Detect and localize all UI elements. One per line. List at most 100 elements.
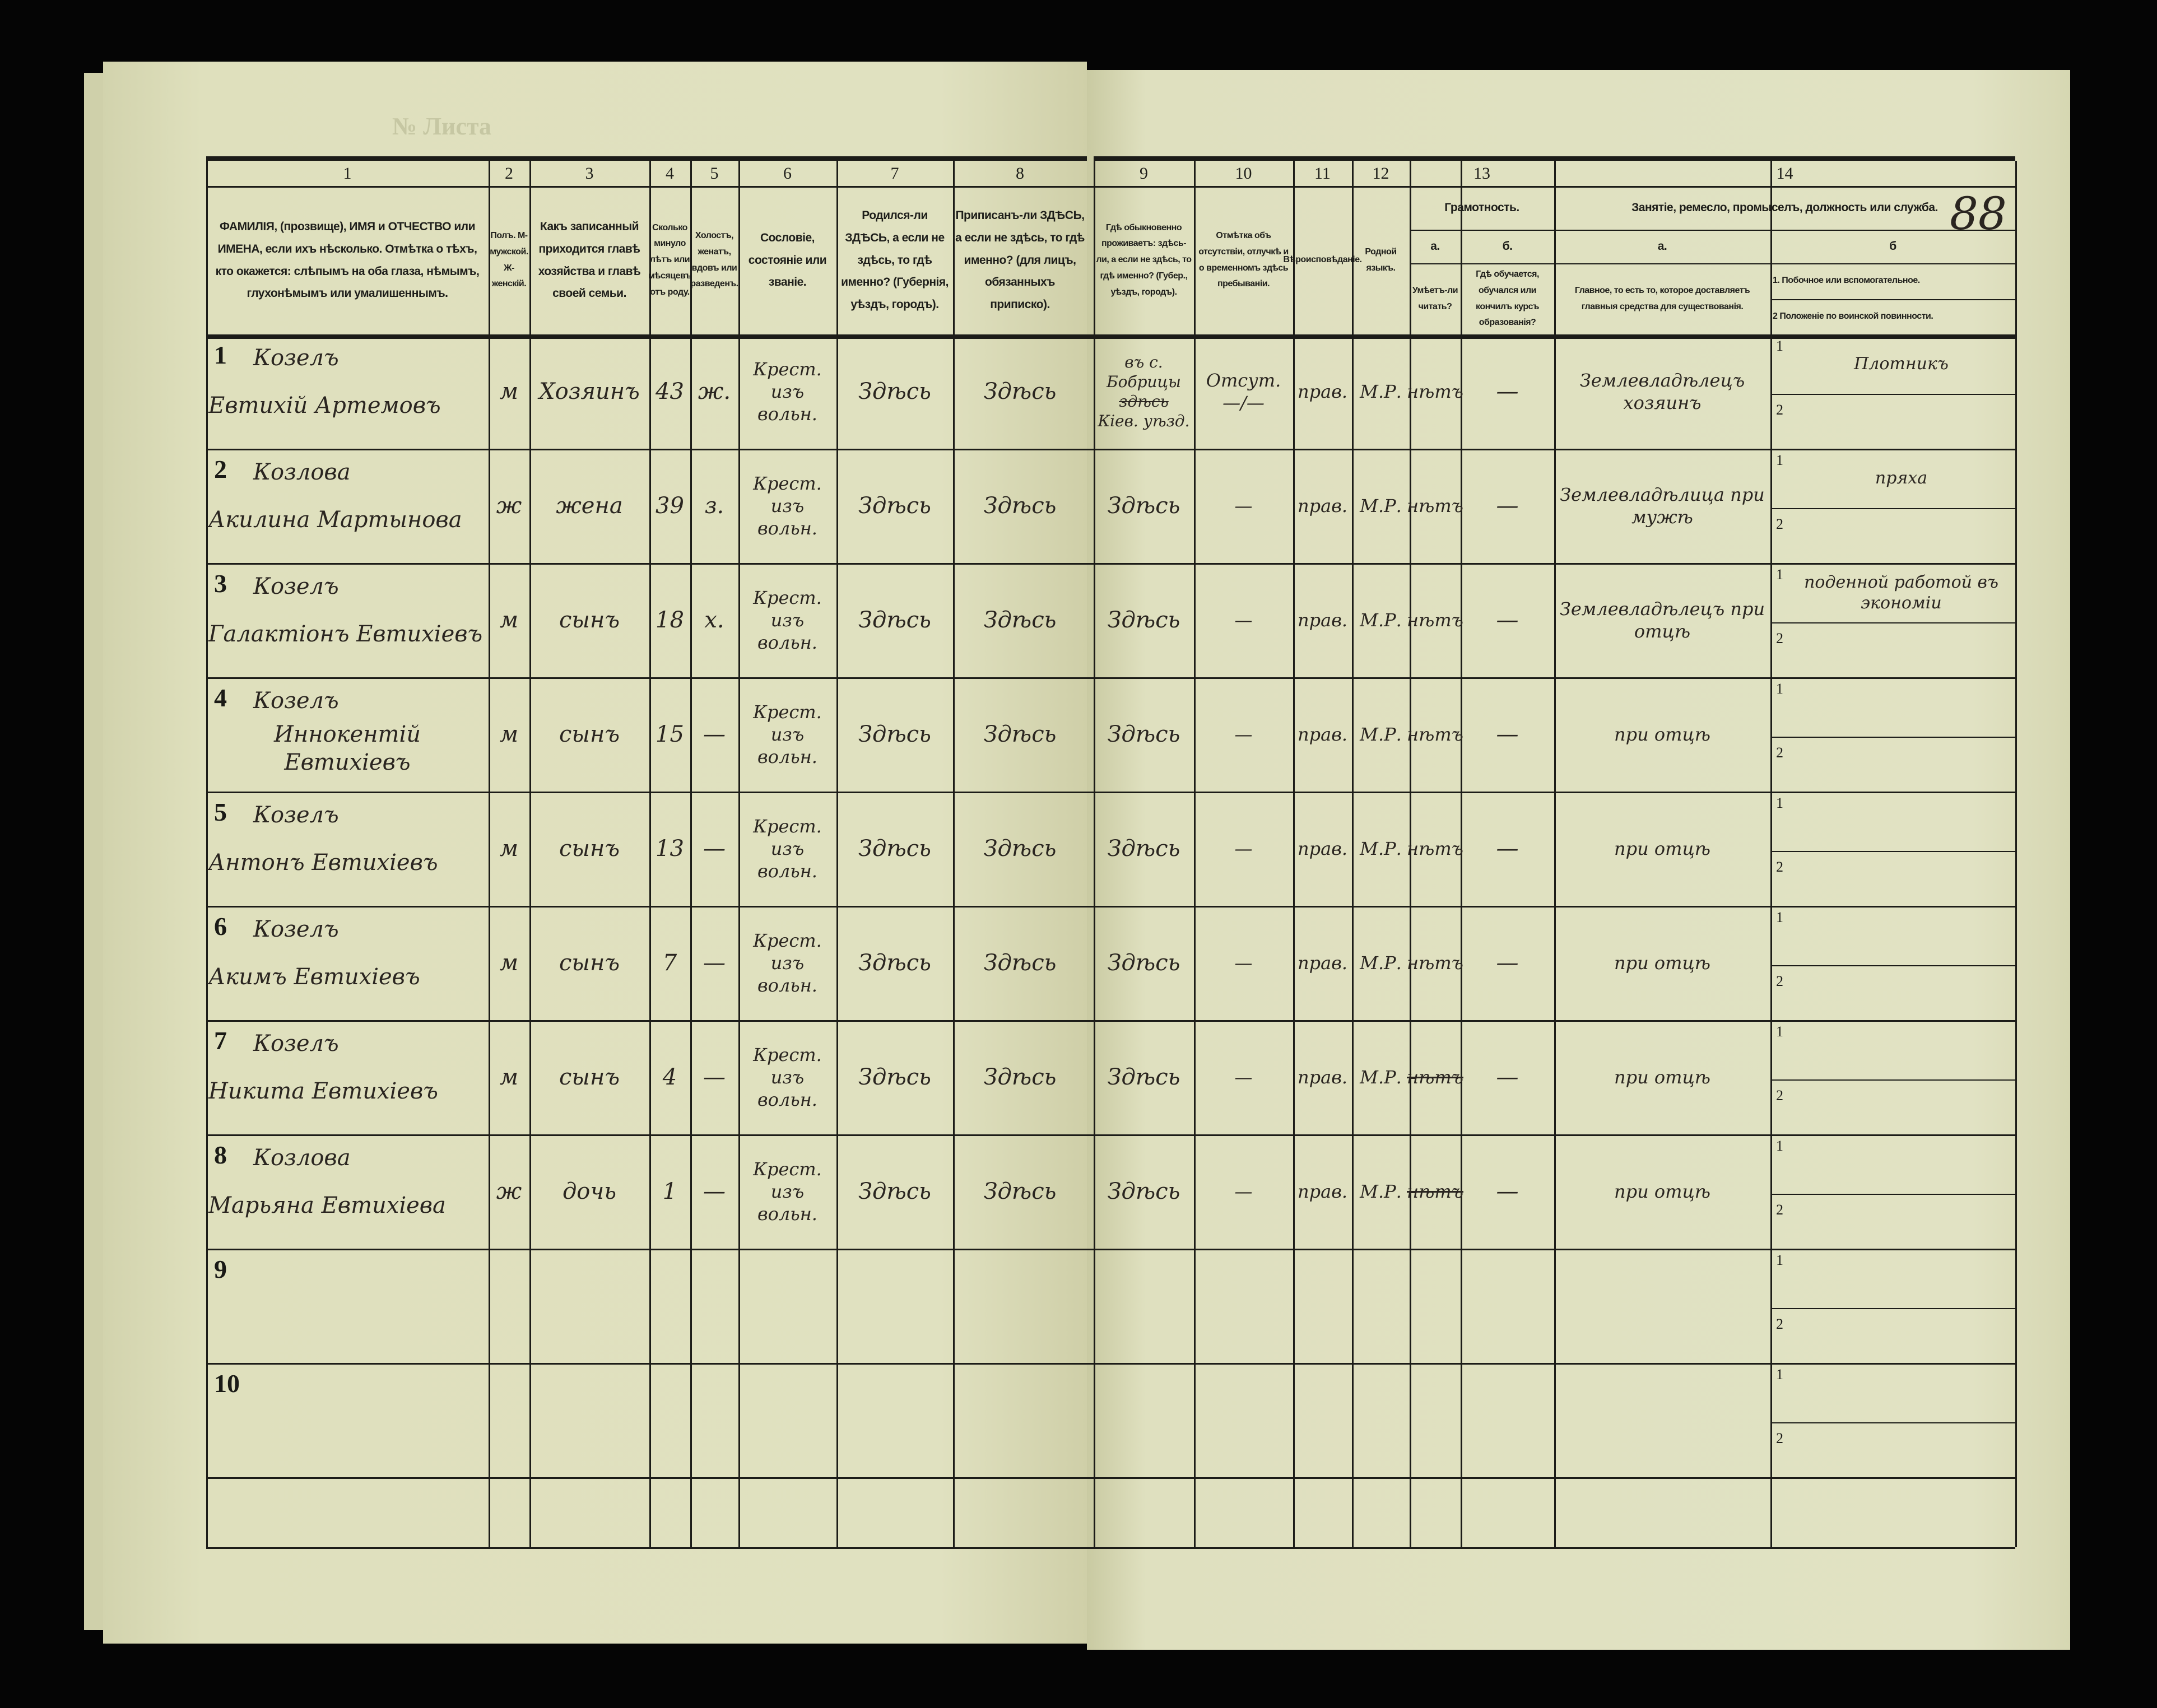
header-13b-letter: б.	[1502, 240, 1513, 253]
header-13a-letter: а.	[1430, 240, 1440, 253]
header-13a: Умѣетъ-ли читать?	[1412, 285, 1458, 311]
field-registered: Здѣсь	[983, 607, 1057, 633]
field-occ-main: при отцѣ	[1614, 1067, 1711, 1088]
field-absence: —	[1234, 838, 1253, 859]
field-language: М.Р.	[1360, 952, 1402, 974]
column-number: 12	[1372, 164, 1389, 183]
field-lit-school: —	[1496, 607, 1519, 633]
given-name: Акилина Мартынова	[208, 507, 462, 533]
sub-label-1: 1	[1776, 566, 1783, 583]
header-13b: Гдѣ обучается, обучался или кончилъ курс…	[1476, 269, 1539, 328]
row-rule	[206, 449, 2015, 450]
field-occ-main: при отцѣ	[1614, 724, 1711, 745]
field-religion: прав.	[1298, 838, 1347, 859]
field-registered: Здѣсь	[983, 722, 1057, 747]
given-name: Антонъ Евтихіевъ	[208, 850, 438, 876]
sub-rule	[1770, 965, 2015, 967]
field-sex: м	[499, 950, 519, 976]
column-number: 14	[1776, 164, 1793, 183]
page-number: 88	[1950, 188, 2007, 240]
sub-rule	[1770, 1079, 2015, 1081]
field-born: Здѣсь	[858, 836, 931, 862]
field-language: М.Р.	[1360, 495, 1402, 516]
field-relation: Хозяинъ	[539, 379, 640, 404]
field-residence: Здѣсь	[1107, 493, 1180, 519]
header-14a: Главное, то есть то, которое доставляетъ…	[1574, 285, 1750, 311]
row-number: 9	[214, 1255, 227, 1283]
sub-label-1: 1	[1776, 338, 1783, 354]
sub-rule	[1770, 1308, 2015, 1310]
field-occ-main: при отцѣ	[1614, 1181, 1711, 1202]
row-rule	[206, 1477, 2015, 1479]
field-born: Здѣсь	[858, 1064, 931, 1090]
column-number: 11	[1314, 164, 1331, 183]
field-marital: х.	[704, 607, 724, 633]
column-number: 4	[666, 164, 674, 183]
right-page	[1087, 70, 2070, 1650]
header-14b-1: 1. Побочное или вспомогательное.	[1773, 276, 1920, 286]
field-born: Здѣсь	[858, 379, 931, 404]
column-rule	[836, 161, 838, 1547]
row-rule	[206, 677, 2015, 679]
field-language: М.Р.	[1360, 1181, 1402, 1202]
given-name: Никита Евтихіевъ	[208, 1078, 438, 1104]
field-language: М.Р.	[1360, 838, 1402, 859]
field-lit-read: нѣтъ	[1407, 609, 1463, 631]
given-name: Галактіонъ Евтихіевъ	[208, 621, 483, 647]
field-estate: Крест. изъ вольн.	[753, 816, 822, 882]
field-relation: сынъ	[559, 950, 620, 976]
surname: Козлова	[253, 459, 351, 485]
column-rule	[1461, 230, 1462, 1547]
row-number: 5	[214, 798, 227, 826]
field-occ-main: при отцѣ	[1614, 838, 1711, 859]
sub-label-2: 2	[1776, 1316, 1783, 1333]
field-religion: прав.	[1298, 609, 1347, 631]
field-marital: з.	[704, 493, 724, 519]
field-age: 39	[656, 493, 684, 519]
field-born: Здѣсь	[858, 493, 931, 519]
field-occupation-side: поденной работой въ экономіи	[1804, 572, 1998, 613]
column-rule	[738, 161, 740, 1547]
surname: Козелъ	[253, 574, 339, 599]
field-sex: м	[499, 607, 519, 633]
field-estate: Крест. изъ вольн.	[753, 701, 822, 767]
field-lit-school: —	[1496, 1064, 1519, 1090]
sub-rule	[1770, 622, 2015, 624]
sub-label-1: 1	[1776, 1138, 1783, 1154]
field-estate: Крест. изъ вольн.	[753, 587, 822, 653]
row-rule	[206, 906, 2015, 907]
column-rule	[529, 161, 531, 1547]
column-number: 10	[1235, 164, 1252, 183]
field-residence: Здѣсь	[1107, 950, 1180, 976]
header-14b-2: 2 Положеніе по воинской повинности.	[1773, 311, 1933, 321]
column-rule	[2015, 161, 2017, 1547]
column-rule	[1554, 161, 1556, 1547]
table-bottom-rule	[206, 1547, 2015, 1549]
row-number: 1	[214, 341, 227, 369]
field-occ-main: Землевладѣлецъ хозяинъ	[1579, 370, 1745, 413]
given-name: Марьяна Евтихіева	[208, 1193, 446, 1218]
field-age: 4	[662, 1064, 677, 1090]
field-lit-read: нѣтъ	[1407, 1181, 1463, 1202]
surname: Козелъ	[253, 1031, 339, 1057]
field-relation: сынъ	[559, 1064, 620, 1090]
header-14b-letter: б	[1889, 240, 1896, 253]
column-number: 9	[1140, 164, 1148, 183]
field-absence: —	[1234, 1067, 1253, 1088]
field-lit-read: нѣтъ	[1407, 838, 1463, 859]
row-rule	[206, 563, 2015, 565]
field-age: 1	[662, 1179, 677, 1204]
field-sex: м	[499, 836, 519, 862]
column-rule	[1770, 161, 1772, 1547]
field-sex: м	[499, 1064, 519, 1090]
group-rule	[1410, 263, 2015, 264]
sub-label-2: 2	[1776, 1202, 1783, 1218]
surname: Козелъ	[253, 345, 339, 371]
field-registered: Здѣсь	[983, 1179, 1057, 1204]
given-name: Акимъ Евтихіевъ	[208, 964, 420, 990]
subheader-rule	[1770, 299, 2015, 300]
sub-label-2: 2	[1776, 516, 1783, 533]
header-col11: Вѣроисповѣданіе.	[1283, 255, 1362, 265]
header-col7: Родился-ли ЗДѢСЬ, а если не здѣсь, то гд…	[841, 208, 949, 311]
